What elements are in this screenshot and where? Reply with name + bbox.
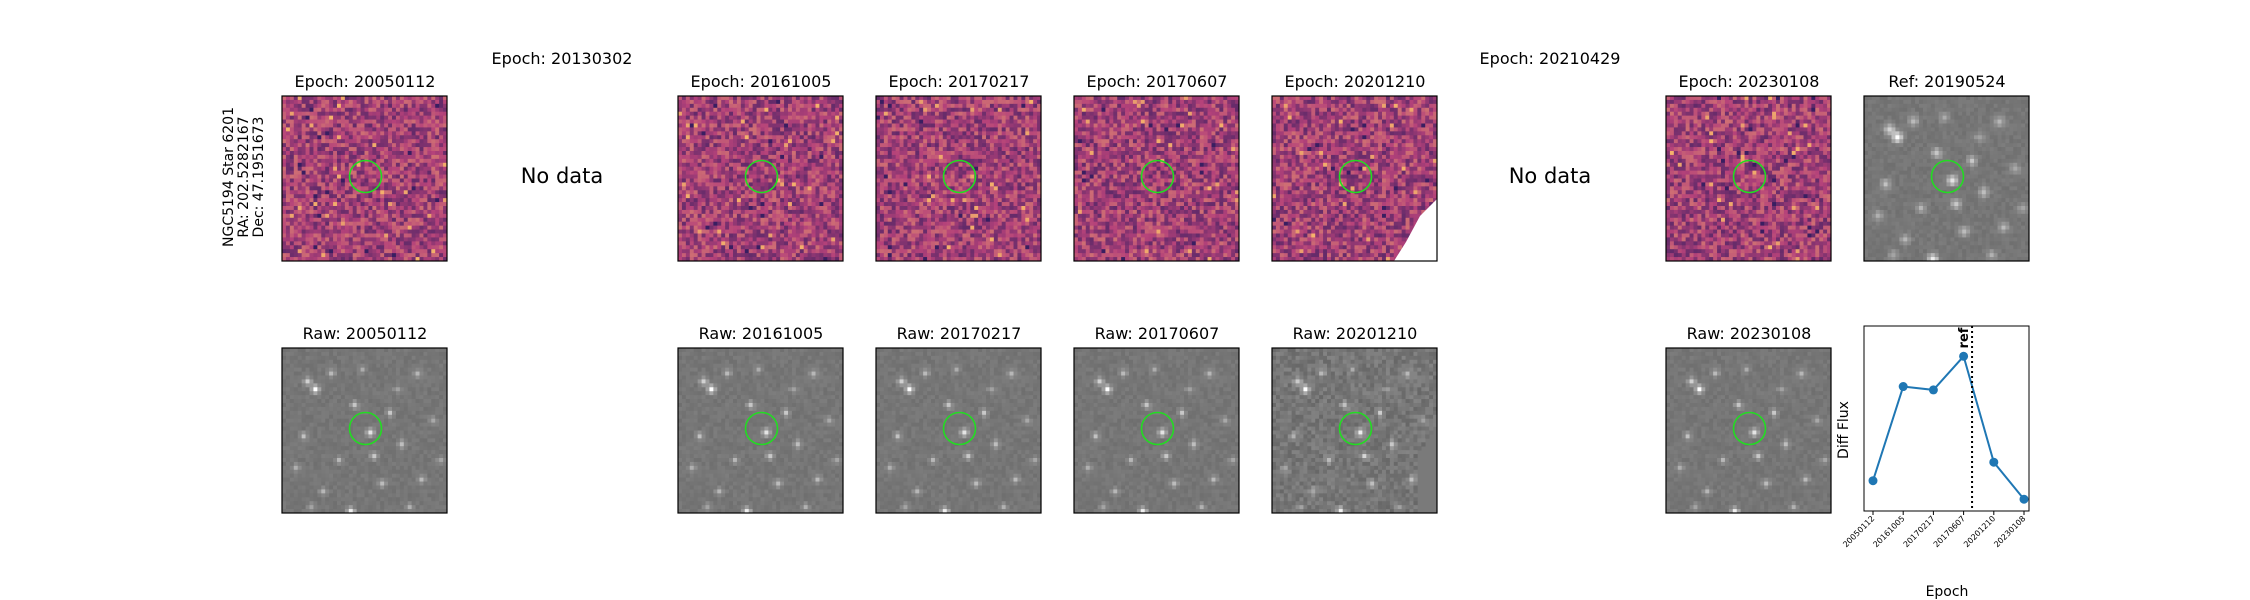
- no-data-label-6: No data: [1509, 164, 1592, 188]
- raw-image-0: [281, 347, 448, 514]
- flux-xtick-label: 20201210: [1962, 514, 1997, 549]
- diff-image-3: [875, 95, 1042, 262]
- epoch-title-1: Epoch: 20130302: [492, 49, 633, 68]
- aperture-circle: [1338, 159, 1373, 194]
- aperture-circle: [1732, 159, 1767, 194]
- raw-title-7: Raw: 20230108: [1687, 324, 1812, 343]
- aperture-circle: [1732, 411, 1767, 446]
- object-dec: Dec: 47.1951673: [251, 117, 267, 238]
- no-data-label-1: No data: [521, 164, 604, 188]
- epoch-title-6: Epoch: 20210429: [1480, 49, 1621, 68]
- ref-marker-label: ref: [1957, 327, 1972, 348]
- flux-series-line: [1872, 354, 2025, 500]
- raw-title-2: Raw: 20161005: [699, 324, 824, 343]
- raw-image-5: [1271, 347, 1438, 514]
- epoch-title-7: Epoch: 20230108: [1679, 72, 1820, 91]
- flux-plot: 2005011220161005201702172017060720201210…: [1836, 325, 2030, 600]
- reference-title: Ref: 20190524: [1888, 72, 2005, 91]
- flux-ylabel: Diff Flux: [1836, 401, 1852, 459]
- flux-xtick-label: 20170607: [1932, 514, 1967, 549]
- flux-point: [2019, 494, 2029, 504]
- raw-image-7: [1665, 347, 1832, 514]
- aperture-circle: [1140, 411, 1175, 446]
- flux-point: [1989, 457, 1999, 467]
- diff-image-4: [1073, 95, 1240, 262]
- aperture-circle: [744, 159, 779, 194]
- aperture-circle: [1930, 159, 1965, 194]
- epoch-title-5: Epoch: 20201210: [1285, 72, 1426, 91]
- raw-image-4: [1073, 347, 1240, 514]
- raw-title-3: Raw: 20170217: [897, 324, 1022, 343]
- aperture-circle: [744, 411, 779, 446]
- raw-title-4: Raw: 20170607: [1095, 324, 1220, 343]
- object-ra: RA: 202.5282167: [236, 116, 252, 237]
- raw-image-3: [875, 347, 1042, 514]
- flux-xtick-label: 20230108: [1992, 514, 2027, 549]
- aperture-circle: [1338, 411, 1373, 446]
- flux-xlabel: Epoch: [1926, 584, 1969, 600]
- epoch-title-3: Epoch: 20170217: [889, 72, 1030, 91]
- flux-point: [1959, 351, 1969, 361]
- aperture-circle: [942, 411, 977, 446]
- reference-image: [1863, 95, 2030, 262]
- flux-point: [1898, 382, 1908, 392]
- epoch-title-2: Epoch: 20161005: [691, 72, 832, 91]
- raw-title-5: Raw: 20201210: [1293, 324, 1418, 343]
- aperture-circle: [942, 159, 977, 194]
- diff-image-5: [1271, 95, 1438, 262]
- object-info: NGC5194 Star 6201 RA: 202.5282167 Dec: 4…: [221, 107, 267, 247]
- aperture-circle: [348, 411, 383, 446]
- flux-xtick-label: 20170217: [1902, 514, 1937, 549]
- epoch-title-4: Epoch: 20170607: [1087, 72, 1228, 91]
- flux-point: [1928, 385, 1938, 395]
- aperture-circle: [1140, 159, 1175, 194]
- object-name: NGC5194 Star 6201: [221, 107, 237, 247]
- flux-xtick-label: 20161005: [1871, 514, 1906, 549]
- raw-title-0: Raw: 20050112: [303, 324, 428, 343]
- flux-plot-frame: [1863, 325, 2030, 512]
- aperture-circle: [348, 159, 383, 194]
- diff-image-7: [1665, 95, 1832, 262]
- flux-point: [1868, 476, 1878, 486]
- raw-image-2: [677, 347, 844, 514]
- flux-xtick-label: 20050112: [1841, 514, 1876, 549]
- diff-image-2: [677, 95, 844, 262]
- diff-image-0: [281, 95, 448, 262]
- epoch-title-0: Epoch: 20050112: [295, 72, 436, 91]
